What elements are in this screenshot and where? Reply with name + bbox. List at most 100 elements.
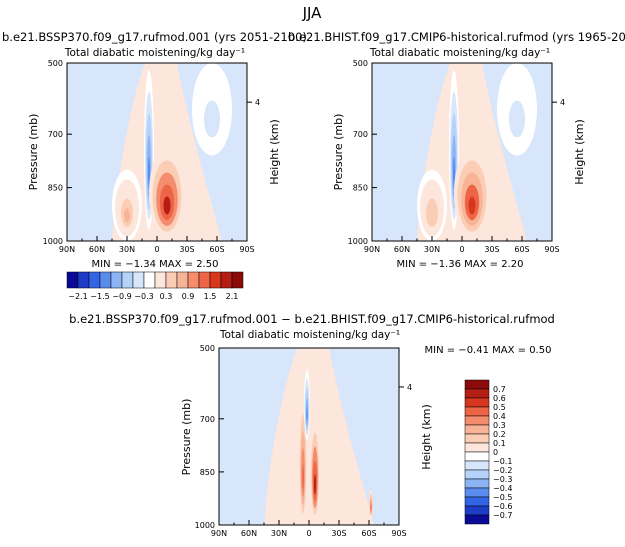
colorbar-swatch: [198, 271, 211, 289]
panel-2-stats: MIN = −1.36 MAX = 2.20: [397, 259, 524, 270]
colorbar-swatch: [209, 271, 222, 289]
colorbar-swatch: [464, 379, 490, 390]
colorbar-swatch: [110, 271, 123, 289]
panel-3-plot: 90N 60N 30N 0 30S 60S 90S 500 700 850 1000 4: [195, 344, 412, 538]
x-tick-label: 60S: [514, 245, 529, 254]
colorbar-swatch: [187, 271, 200, 289]
panel-2-ylabel: Pressure (mb): [332, 114, 345, 191]
colorbar-swatch: [464, 424, 490, 435]
y2-tick-label: 4: [560, 98, 565, 107]
panel-3: b.e21.BSSP370.f09_g17.rufmod.001 − b.e21…: [69, 312, 555, 538]
y-tick-label: 1000: [348, 237, 368, 246]
colorbar-label: 1.5: [204, 292, 217, 301]
colorbar-label: 0.5: [493, 403, 506, 412]
field-contour-2-4: [124, 208, 130, 223]
colorbar-swatch: [464, 433, 490, 444]
y-tick-label: 500: [353, 59, 368, 68]
colorbar-swatch: [464, 397, 490, 408]
field-contour-1-4: [163, 196, 171, 215]
panel-2: b.e21.BHIST.f09_g17.CMIP6-historical.ruf…: [288, 30, 625, 270]
colorbar-label: 0.7: [493, 385, 506, 394]
colorbar-swatch: [220, 271, 233, 289]
colorbar-label: 0.2: [493, 430, 506, 439]
y-tick-label: 700: [353, 130, 368, 139]
x-tick-label: 90S: [391, 529, 406, 538]
colorbar-swatch: [464, 469, 490, 480]
colorbar-swatch: [464, 496, 490, 507]
colorbar-swatch: [176, 271, 189, 289]
colorbar-label: 0.4: [493, 412, 506, 421]
x-tick-label: 30N: [424, 245, 440, 254]
panel-3-ylabel-right: Height (km): [420, 404, 433, 470]
x-tick-label: 90N: [364, 245, 380, 254]
field-contour-1-4: [314, 474, 316, 495]
x-tick-label: 60N: [241, 529, 257, 538]
x-tick-label: 90S: [239, 245, 254, 254]
colorbar-swatch: [464, 487, 490, 498]
panel-2-ylabel-right: Height (km): [573, 119, 586, 185]
x-tick-label: 60N: [89, 245, 105, 254]
field-contour-3-4: [513, 112, 521, 132]
colorbar-swatch: [154, 271, 167, 289]
colorbar-swatch: [464, 451, 490, 462]
colorbar-label: −0.4: [493, 484, 512, 493]
colorbar-swatch: [66, 271, 79, 289]
y-tick-label: 1000: [195, 521, 215, 530]
x-tick-label: 90N: [211, 529, 227, 538]
y-tick-label: 850: [200, 468, 215, 477]
panel-2-subtitle: Total diabatic moistening/kg day⁻¹: [369, 47, 550, 59]
colorbar-swatch: [464, 505, 490, 516]
x-tick-label: 0: [459, 245, 464, 254]
colorbar-swatch: [77, 271, 90, 289]
colorbar-label: 0.1: [493, 439, 506, 448]
colorbar-label: 0: [493, 448, 498, 457]
colorbar-label: −0.6: [493, 502, 512, 511]
panel-1-stats: MIN = −1.34 MAX = 2.50: [92, 259, 219, 270]
colorbar-swatch: [464, 460, 490, 471]
field-contour-1-4: [468, 196, 476, 215]
x-tick-label: 90S: [544, 245, 559, 254]
colorbar-horizontal: −2.1 −1.5 −0.9 −0.3 0.3 0.9 1.5 2.1: [66, 271, 244, 301]
field-contour-0-4: [148, 156, 150, 189]
field-contour-2-4: [429, 208, 435, 223]
x-tick-label: 0: [154, 245, 159, 254]
colorbar-label: −0.1: [493, 457, 512, 466]
field-contour-2-4: [306, 407, 308, 422]
x-tick-label: 90N: [59, 245, 75, 254]
x-tick-label: 30N: [271, 529, 287, 538]
x-tick-label: 30S: [331, 529, 346, 538]
y-tick-label: 700: [48, 130, 63, 139]
colorbar-label: −0.7: [493, 511, 512, 520]
colorbar-label: −0.2: [493, 466, 512, 475]
colorbar-label: −2.1: [68, 292, 87, 301]
panel-3-subtitle: Total diabatic moistening/kg day⁻¹: [219, 329, 400, 341]
x-tick-label: 0: [306, 529, 311, 538]
colorbar-label: −0.9: [112, 292, 131, 301]
colorbar-swatch: [464, 406, 490, 417]
figure-title: JJA: [302, 4, 323, 22]
colorbar-swatch: [143, 271, 156, 289]
colorbar-label: −1.5: [90, 292, 109, 301]
y2-tick-label: 4: [255, 98, 260, 107]
colorbar-label: 0.9: [182, 292, 195, 301]
colorbar-label: 0.6: [493, 394, 506, 403]
colorbar-swatch: [88, 271, 101, 289]
colorbar-swatch: [165, 271, 178, 289]
colorbar-swatch: [99, 271, 112, 289]
colorbar-swatch: [464, 442, 490, 453]
x-tick-label: 60S: [361, 529, 376, 538]
colorbar-label: 0.3: [160, 292, 173, 301]
y-tick-label: 500: [200, 344, 215, 353]
colorbar-swatch: [231, 271, 244, 289]
colorbar-swatch: [464, 478, 490, 489]
panel-2-plot: 90N 60N 30N 0 30S 60S 90S 500 700 850 1000 4: [348, 59, 565, 254]
colorbar-swatch: [121, 271, 134, 289]
colorbar-swatch: [464, 514, 490, 525]
y-tick-label: 850: [48, 184, 63, 193]
colorbar-label: 2.1: [226, 292, 239, 301]
colorbar-swatch: [132, 271, 145, 289]
panel-3-ylabel: Pressure (mb): [180, 399, 193, 476]
y-tick-label: 500: [48, 59, 63, 68]
field-contour-3-4: [208, 112, 216, 132]
